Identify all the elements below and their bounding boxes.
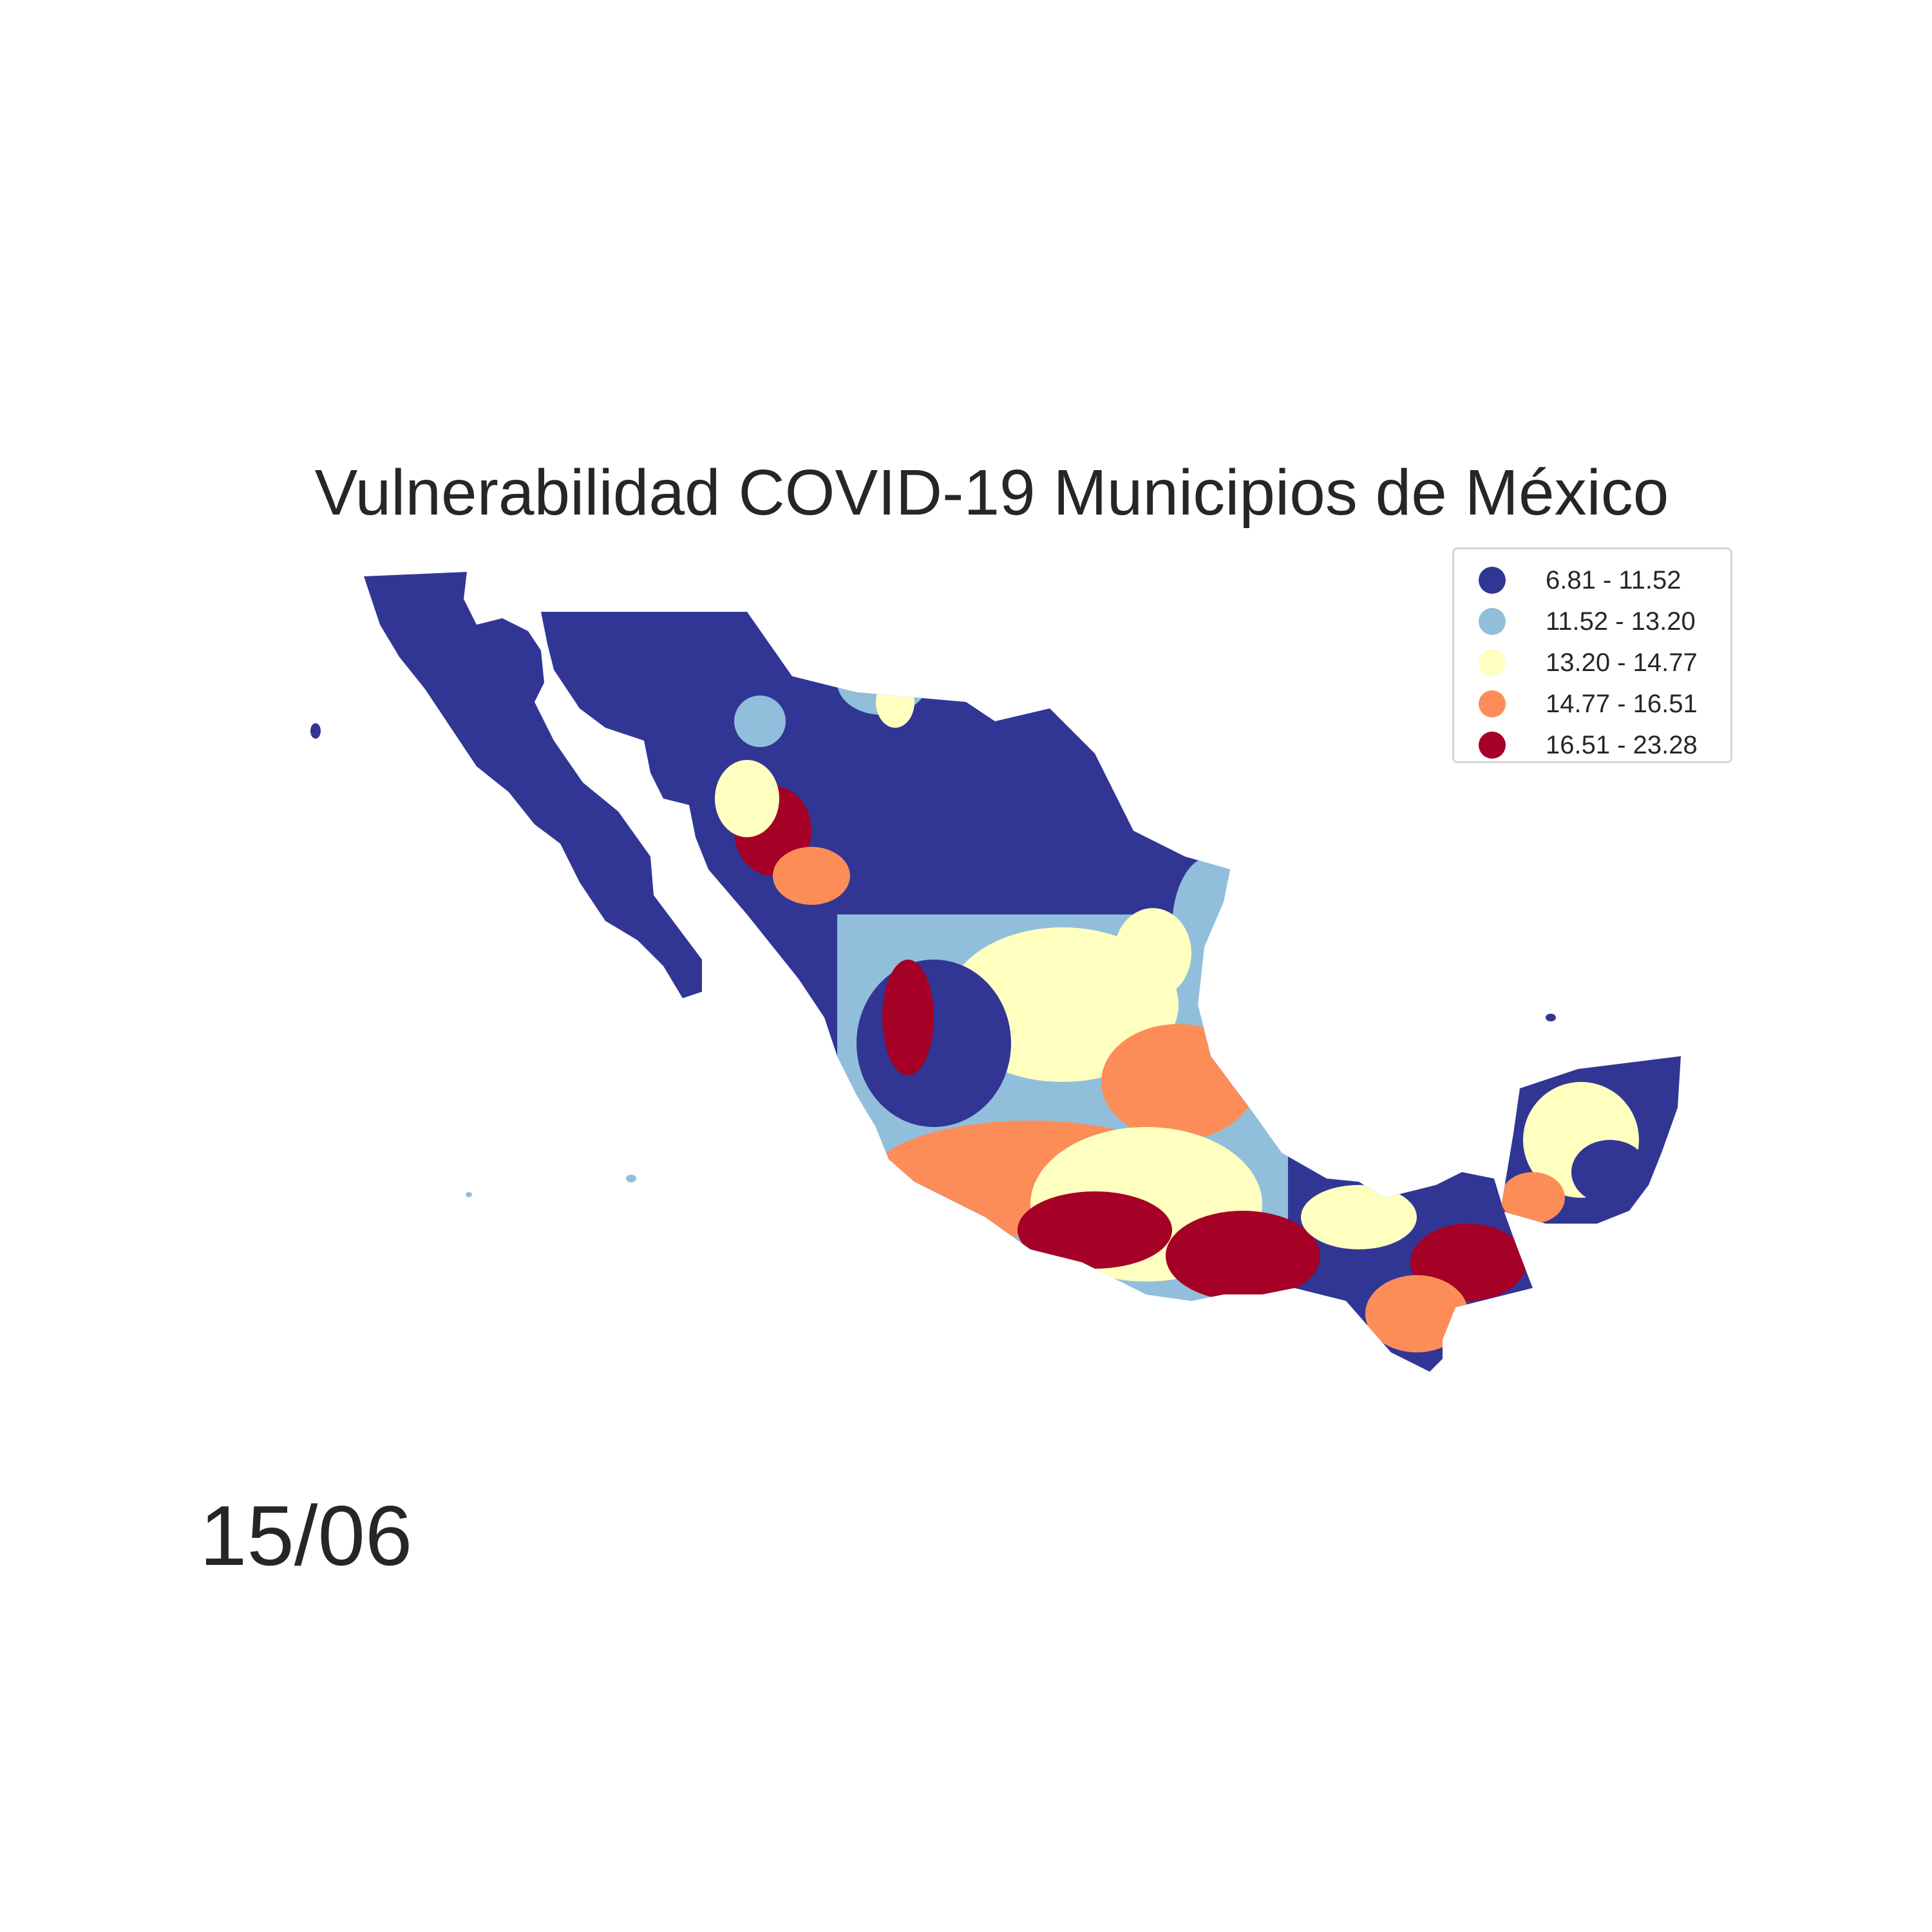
legend-label: 13.20 - 14.77 xyxy=(1546,648,1698,677)
region-class-1-quintana-roo xyxy=(1571,1140,1649,1204)
island-yucatan xyxy=(1546,1014,1556,1021)
region-class-4-hidalgo xyxy=(1101,1024,1256,1140)
region-class-1-jalisco xyxy=(857,960,1011,1127)
region-class-3-slp xyxy=(1114,908,1191,998)
date-label: 15/06 xyxy=(200,1488,413,1583)
legend-marker-class-1 xyxy=(1479,567,1506,594)
region-class-5-nayarit xyxy=(882,960,934,1075)
region-class-4-chiapas xyxy=(1365,1275,1468,1352)
region-class-3-sierra xyxy=(715,760,779,837)
island-guadalupe xyxy=(310,723,321,739)
legend-label: 6.81 - 11.52 xyxy=(1546,565,1681,594)
region-class-3-chihuahua-north xyxy=(876,676,914,728)
region-class-2-sonora xyxy=(734,696,786,747)
legend-label: 14.77 - 16.51 xyxy=(1546,689,1698,718)
legend-marker-class-4 xyxy=(1479,690,1506,717)
legend-marker-class-5 xyxy=(1479,732,1506,759)
legend-marker-class-2 xyxy=(1479,608,1506,635)
region-class-4-campeche xyxy=(1501,1172,1565,1224)
region-class-5-oaxaca xyxy=(1166,1211,1320,1301)
legend-label: 16.51 - 23.28 xyxy=(1546,730,1698,759)
region-class-4-durango xyxy=(773,847,850,905)
island-revillagigedo xyxy=(626,1175,636,1182)
legend-item: 6.81 - 11.52 xyxy=(1479,560,1730,601)
island-clarion xyxy=(466,1192,472,1197)
legend-item: 11.52 - 13.20 xyxy=(1479,601,1730,642)
region-class-3-veracruz xyxy=(1301,1185,1417,1249)
map-title: Vulnerabilidad COVID-19 Municipios de Mé… xyxy=(314,457,1669,529)
region-class-5-guerrero xyxy=(1018,1191,1172,1269)
legend-item: 13.20 - 14.77 xyxy=(1479,642,1730,683)
legend: 6.81 - 11.52 11.52 - 13.20 13.20 - 14.77… xyxy=(1452,547,1732,763)
legend-item: 14.77 - 16.51 xyxy=(1479,683,1730,724)
legend-marker-class-3 xyxy=(1479,649,1506,676)
legend-label: 11.52 - 13.20 xyxy=(1546,607,1696,636)
legend-item: 16.51 - 23.28 xyxy=(1479,724,1730,766)
